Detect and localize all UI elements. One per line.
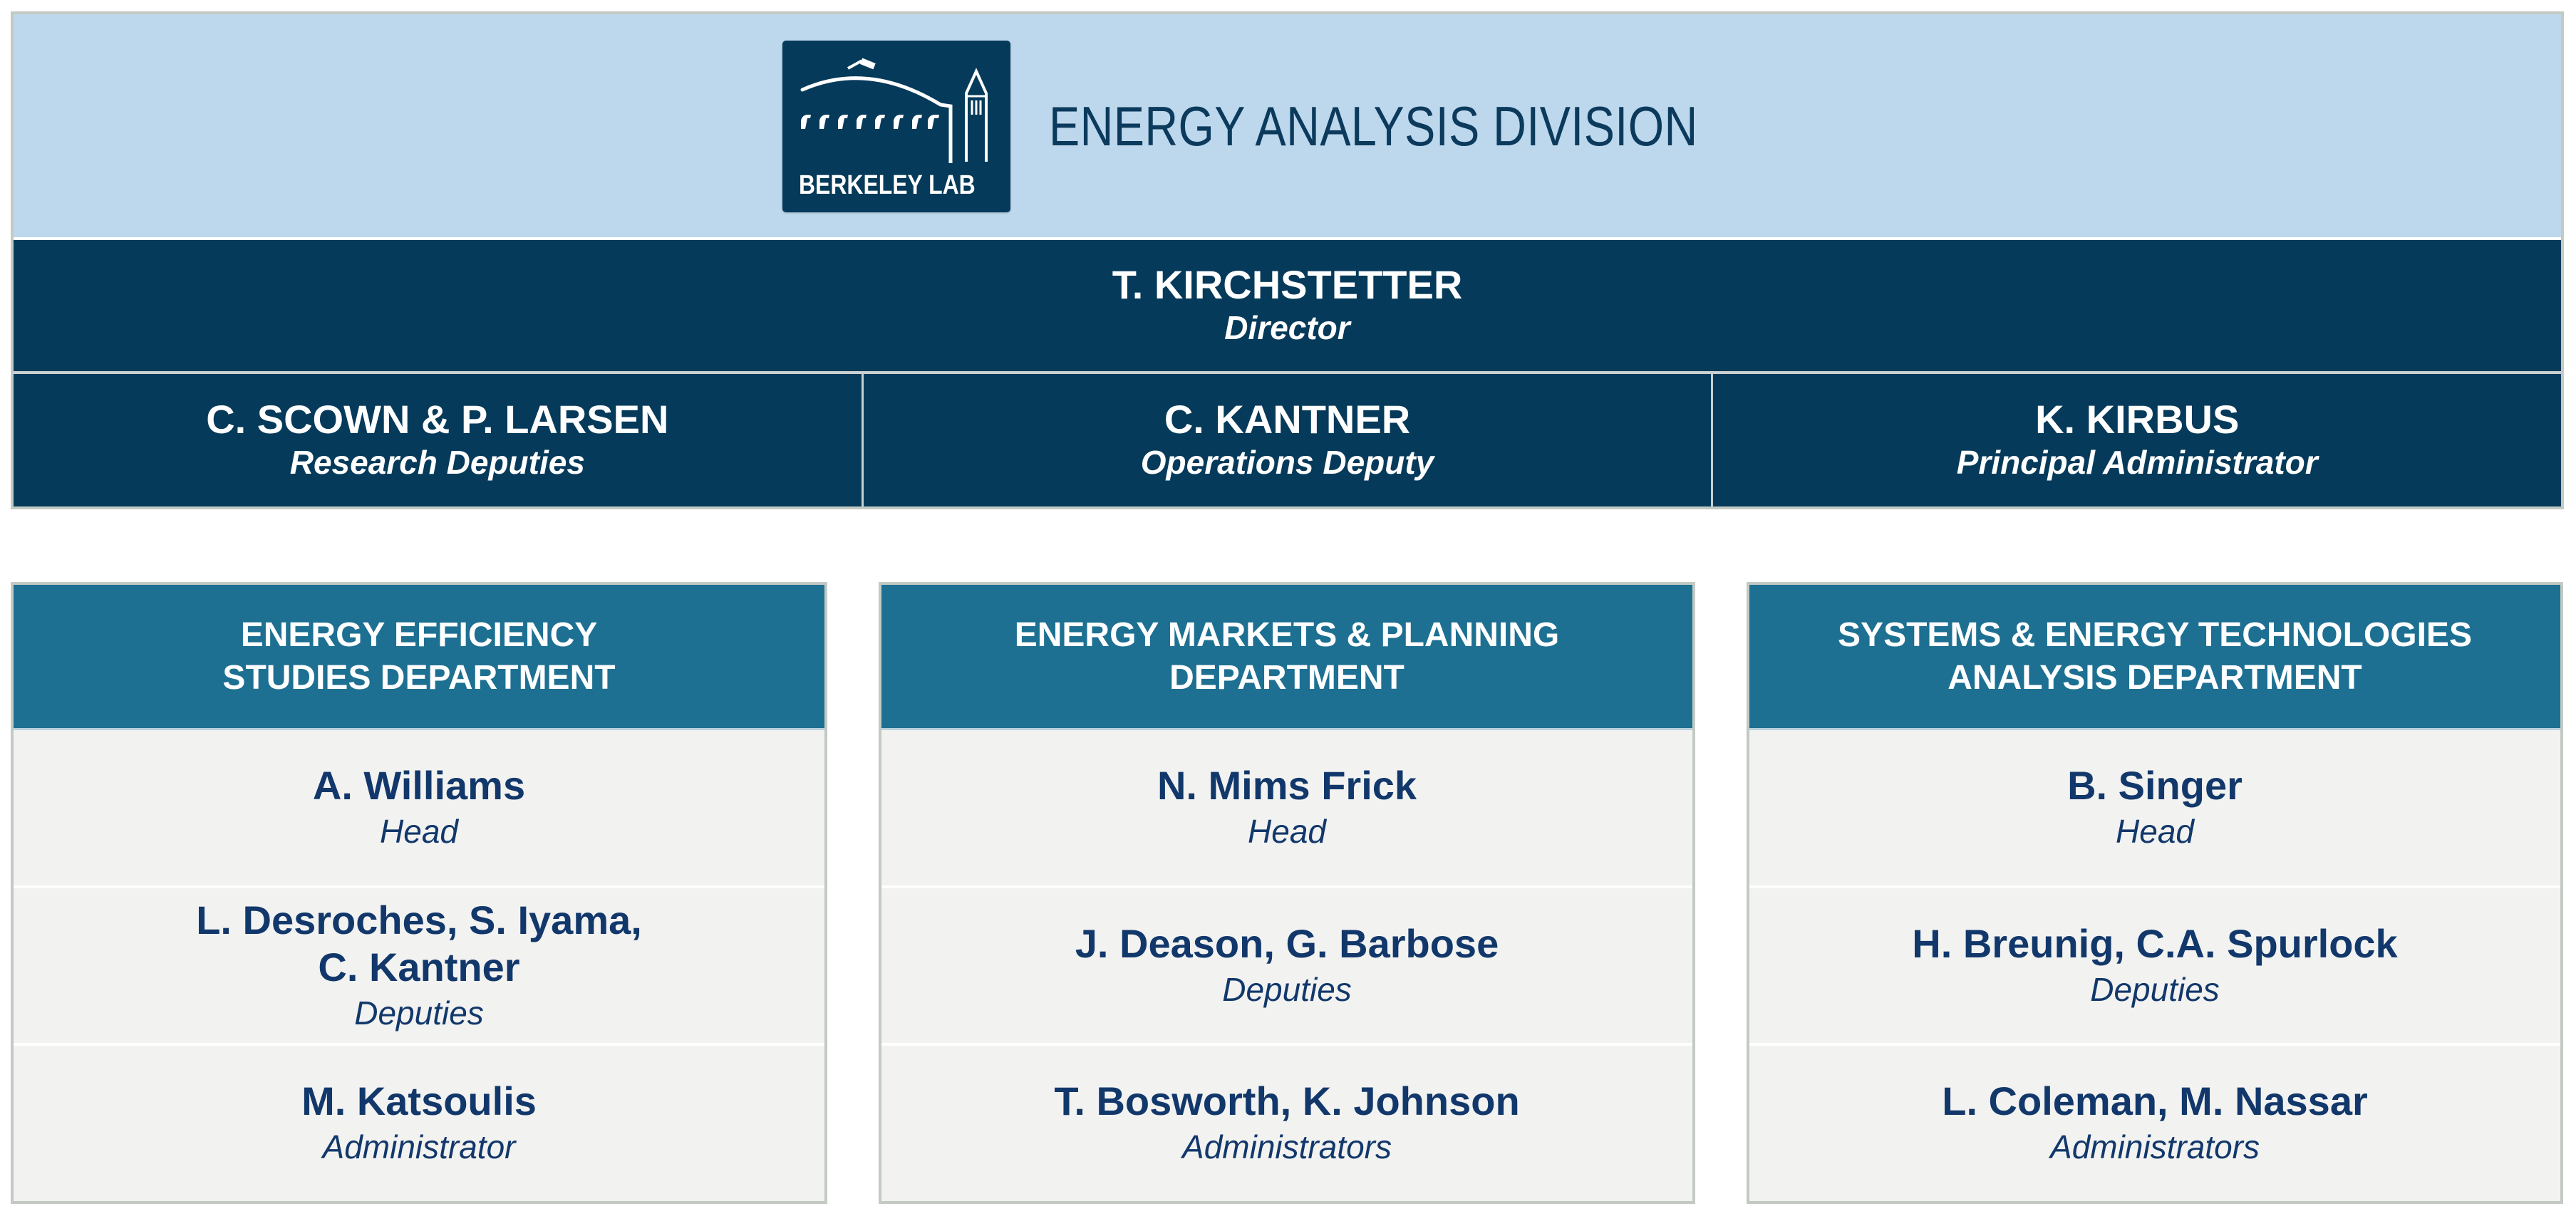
deputy-title: Principal Administrator <box>1956 444 2318 481</box>
deputy-cell-administration: K. KIRBUS Principal Administrator <box>1711 374 2561 506</box>
department-title-line: STUDIES DEPARTMENT <box>222 658 616 697</box>
person-name: B. Singer <box>2067 762 2243 808</box>
person-role: Administrator <box>322 1128 516 1166</box>
person-name: C. Kantner <box>318 944 520 989</box>
person-name: L. Desroches, S. Iyama, <box>196 897 642 942</box>
berkeley-lab-logo: BERKELEY LAB <box>782 41 1010 212</box>
band-divider <box>14 371 2561 374</box>
person-name: J. Deason, G. Barbose <box>1075 920 1499 966</box>
department-systems-energy-technologies: SYSTEMS & ENERGY TECHNOLOGIES ANALYSIS D… <box>1747 582 2563 1204</box>
department-title-line: ANALYSIS DEPARTMENT <box>1947 658 2362 697</box>
person-role: Deputies <box>354 994 484 1031</box>
leadership-panel: BERKELEY LAB ENERGY ANALYSIS DIVISION T.… <box>11 11 2564 509</box>
division-banner: BERKELEY LAB ENERGY ANALYSIS DIVISION <box>14 14 2561 237</box>
department-row-head: A. Williams Head <box>14 730 824 885</box>
person-role: Deputies <box>1222 970 1352 1008</box>
person-role: Deputies <box>2090 970 2220 1008</box>
department-title-line: ENERGY MARKETS & PLANNING <box>1014 615 1560 654</box>
department-row-administrators: T. Bosworth, K. Johnson Administrators <box>881 1043 1692 1202</box>
director-title: Director <box>1224 309 1350 346</box>
deputies-band: C. SCOWN & P. LARSEN Research Deputies C… <box>14 374 2561 506</box>
department-header: ENERGY MARKETS & PLANNING DEPARTMENT <box>881 585 1692 730</box>
deputy-name: C. KANTNER <box>1164 397 1411 442</box>
department-energy-markets-planning: ENERGY MARKETS & PLANNING DEPARTMENT N. … <box>879 582 1695 1204</box>
person-name: M. Katsoulis <box>301 1079 537 1124</box>
person-name: A. Williams <box>312 762 526 808</box>
deputy-name: C. SCOWN & P. LARSEN <box>206 397 669 442</box>
director-name: T. KIRCHSTETTER <box>1112 262 1463 307</box>
person-role: Head <box>2116 812 2194 850</box>
person-name: L. Coleman, M. Nassar <box>1942 1079 2368 1124</box>
department-title-line: ENERGY EFFICIENCY <box>240 615 598 654</box>
person-name: H. Breunig, C.A. Spurlock <box>1912 920 2398 966</box>
department-row-administrator: M. Katsoulis Administrator <box>14 1043 824 1202</box>
department-title-line: SYSTEMS & ENERGY TECHNOLOGIES <box>1838 615 2472 654</box>
banner-divider <box>14 237 2561 240</box>
deputy-name: K. KIRBUS <box>2035 397 2240 442</box>
director-band: T. KIRCHSTETTER Director <box>14 240 2561 371</box>
department-row-deputies: L. Desroches, S. Iyama, C. Kantner Deput… <box>14 885 824 1044</box>
department-header: SYSTEMS & ENERGY TECHNOLOGIES ANALYSIS D… <box>1749 585 2560 730</box>
department-row-head: B. Singer Head <box>1749 730 2560 885</box>
person-role: Head <box>1248 812 1326 850</box>
division-title: ENERGY ANALYSIS DIVISION <box>1049 95 1698 157</box>
deputy-cell-research: C. SCOWN & P. LARSEN Research Deputies <box>14 374 862 506</box>
person-role: Head <box>380 812 458 850</box>
department-energy-efficiency: ENERGY EFFICIENCY STUDIES DEPARTMENT A. … <box>11 582 827 1204</box>
deputy-cell-operations: C. KANTNER Operations Deputy <box>861 374 1712 506</box>
person-name: T. Bosworth, K. Johnson <box>1054 1079 1520 1124</box>
deputy-title: Operations Deputy <box>1140 444 1434 481</box>
department-title-line: DEPARTMENT <box>1169 658 1405 697</box>
department-row-administrators: L. Coleman, M. Nassar Administrators <box>1749 1043 2560 1202</box>
person-name: N. Mims Frick <box>1157 762 1417 808</box>
department-row-deputies: H. Breunig, C.A. Spurlock Deputies <box>1749 885 2560 1044</box>
department-row-deputies: J. Deason, G. Barbose Deputies <box>881 885 1692 1044</box>
department-header: ENERGY EFFICIENCY STUDIES DEPARTMENT <box>14 585 824 730</box>
deputy-title: Research Deputies <box>289 444 585 481</box>
person-role: Administrators <box>2050 1128 2260 1166</box>
department-row-head: N. Mims Frick Head <box>881 730 1692 885</box>
person-role: Administrators <box>1182 1128 1392 1166</box>
logo-wordmark: BERKELEY LAB <box>799 170 976 200</box>
lab-building-icon <box>800 58 988 163</box>
